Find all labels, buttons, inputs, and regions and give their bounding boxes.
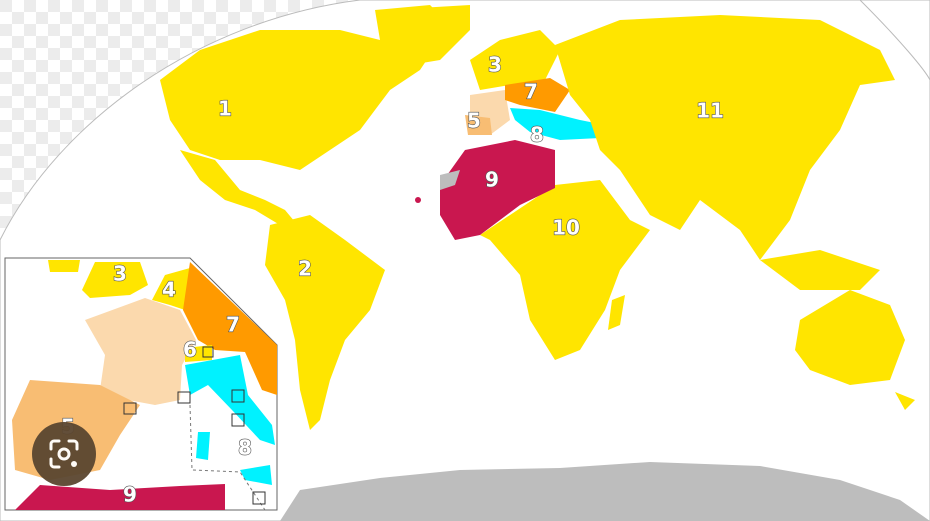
inset-label-8: 8 <box>238 436 252 460</box>
zone-label-11: 11 <box>696 99 724 123</box>
australia <box>795 290 905 385</box>
zone-9-north-west-africa <box>440 140 555 240</box>
inset-zone-8 <box>185 355 275 445</box>
google-lens-icon <box>49 439 79 469</box>
zone-label-10: 10 <box>552 216 580 240</box>
zone-10-africa <box>480 180 650 360</box>
zone-2-south-america <box>265 215 385 430</box>
zone-7-central-europe <box>505 78 570 112</box>
zone-3-northern-europe <box>470 30 560 90</box>
zone-label-7: 7 <box>524 80 538 104</box>
zone-1-north-america <box>160 5 450 170</box>
inset-label-6: 6 <box>183 338 197 362</box>
inset-label-3: 3 <box>113 262 127 286</box>
inset-zone-3 <box>82 262 148 298</box>
zone-label-9: 9 <box>485 168 499 192</box>
inset-zone-5-france <box>85 298 196 405</box>
zone-label-2: 2 <box>298 257 312 281</box>
inset-zone-9 <box>15 484 225 510</box>
inset-zone-7 <box>183 262 277 395</box>
inset-label-9: 9 <box>123 483 137 507</box>
zone-label-1: 1 <box>218 97 232 121</box>
inset-zone-6 <box>185 345 212 362</box>
zone-label-8: 8 <box>530 123 544 147</box>
zone-11-asia <box>555 15 895 260</box>
antarctica <box>280 462 930 521</box>
mexico-central-america <box>180 150 295 225</box>
inset-label-4: 4 <box>162 278 176 302</box>
greenland <box>385 5 470 65</box>
inset-label-7: 7 <box>226 313 240 337</box>
inset-zone-4 <box>152 268 190 310</box>
zone-8-mediterranean <box>510 108 605 140</box>
google-lens-button[interactable] <box>32 422 96 486</box>
zone-label-5: 5 <box>467 109 481 133</box>
zone-label-3: 3 <box>488 53 502 77</box>
